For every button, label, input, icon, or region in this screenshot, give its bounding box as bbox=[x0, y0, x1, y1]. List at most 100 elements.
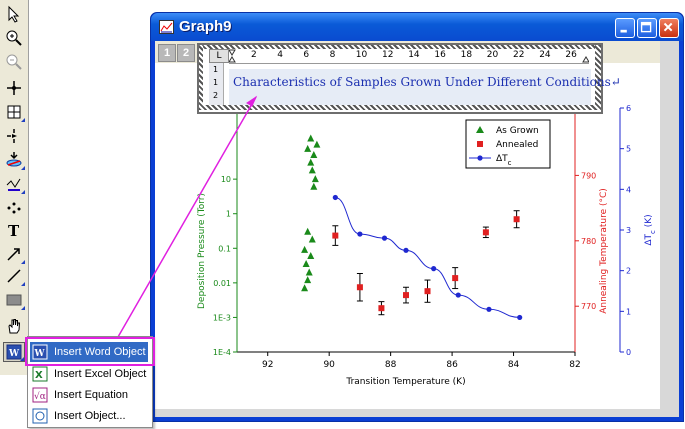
word-object-icon: W bbox=[32, 344, 48, 360]
horizontal-ruler[interactable]: 2 4 6 8 10 12 14 16 18 20 22 24 26 bbox=[229, 49, 589, 64]
left-y-tick-label: 10 bbox=[221, 175, 231, 184]
delta-tc-y-axis-label: ΔTc (K) bbox=[644, 214, 657, 245]
left-y-tick-label: 0.01 bbox=[213, 279, 231, 288]
left-y-axis-label: Deposition Pressure (Torr) bbox=[197, 193, 207, 309]
delta-tc-point bbox=[403, 247, 409, 253]
right-indent-marker[interactable] bbox=[582, 56, 589, 63]
caption-text[interactable]: Characteristics of Samples Grown Under D… bbox=[233, 75, 621, 89]
left-y-tick-label: 1 bbox=[226, 210, 231, 219]
caption-area[interactable]: Characteristics of Samples Grown Under D… bbox=[229, 69, 621, 105]
annealing-y-axis-label: Annealing Temperature (°C) bbox=[599, 188, 609, 314]
legend-entry-label: Annealed bbox=[496, 140, 538, 150]
minimize-button[interactable] bbox=[615, 18, 635, 38]
arrow-icon[interactable] bbox=[3, 244, 25, 264]
annealing-y-tick-label: 770 bbox=[581, 302, 596, 311]
page-margin-bottom bbox=[155, 409, 679, 417]
svg-text:X: X bbox=[35, 370, 43, 381]
menu-item-insert-excel-object[interactable]: X Insert Excel Object bbox=[30, 364, 148, 384]
graph-window-icon bbox=[159, 20, 174, 34]
annealed-point bbox=[332, 232, 339, 239]
layer-tab-1[interactable]: 1 bbox=[158, 44, 176, 62]
menu-item-insert-equation[interactable]: √α Insert Equation bbox=[30, 385, 148, 405]
x-tick-label: 92 bbox=[262, 360, 273, 370]
annealed-point bbox=[513, 216, 520, 223]
data-reader-icon[interactable] bbox=[3, 102, 25, 122]
insert-object-menu: W Insert Word Object X Insert Excel Obje… bbox=[27, 336, 153, 428]
title-bar[interactable]: Graph9 bbox=[151, 13, 683, 41]
maximize-icon bbox=[640, 21, 652, 33]
indent-marker-top[interactable] bbox=[229, 49, 236, 56]
zoom-out-icon[interactable] bbox=[3, 52, 25, 72]
x-tick-label: 86 bbox=[446, 360, 458, 370]
region-icon[interactable] bbox=[3, 198, 25, 218]
as-grown-point bbox=[304, 227, 312, 235]
legend-entry-label: As Grown bbox=[496, 126, 539, 136]
object-border-top[interactable] bbox=[199, 45, 601, 49]
object-border-bottom[interactable] bbox=[199, 105, 601, 110]
delta-tc-y-tick-label: 3 bbox=[626, 226, 631, 235]
minimize-icon bbox=[620, 29, 627, 33]
svg-text:W: W bbox=[8, 349, 20, 359]
delta-tc-y-tick-label: 5 bbox=[626, 145, 631, 154]
ruler-tick-label: 1 bbox=[213, 65, 219, 74]
rectangle-icon[interactable] bbox=[3, 290, 25, 310]
line-icon[interactable] bbox=[3, 266, 25, 286]
screen-reader-icon[interactable] bbox=[3, 78, 25, 98]
delta-tc-point bbox=[455, 292, 461, 298]
delta-tc-y-tick-label: 6 bbox=[626, 104, 631, 113]
as-grown-point bbox=[301, 284, 309, 292]
menu-item-highlight-frame bbox=[25, 337, 155, 366]
ruler-tick-label: 1 bbox=[213, 78, 219, 87]
legend-marker-as-grown bbox=[476, 126, 484, 133]
data-selector-icon[interactable] bbox=[3, 126, 25, 146]
as-grown-point bbox=[311, 175, 319, 183]
ruler-tick-label: 4 bbox=[277, 50, 283, 60]
x-tick-label: 84 bbox=[508, 360, 520, 370]
zoom-in-icon[interactable] bbox=[3, 28, 25, 48]
maximize-button[interactable] bbox=[637, 18, 657, 38]
layer-tab-2[interactable]: 2 bbox=[177, 44, 195, 62]
as-grown-point bbox=[301, 245, 309, 253]
ruler-marks bbox=[229, 49, 589, 63]
ruler-tick-label: 16 bbox=[434, 50, 446, 60]
as-grown-point bbox=[310, 150, 318, 158]
menu-item-insert-object[interactable]: Insert Object... bbox=[30, 406, 148, 426]
as-grown-point bbox=[307, 251, 315, 259]
object-border-right[interactable] bbox=[595, 45, 601, 110]
text-icon[interactable]: T bbox=[3, 220, 25, 240]
delta-tc-point bbox=[431, 266, 437, 272]
menu-item-label: Insert Excel Object bbox=[54, 368, 147, 380]
delta-tc-point bbox=[486, 306, 492, 312]
legend-label-subscript: c bbox=[508, 159, 512, 167]
insert-object-icon[interactable]: W bbox=[3, 342, 25, 362]
close-button[interactable] bbox=[659, 18, 679, 38]
legend-marker-delta-tc bbox=[477, 155, 483, 161]
svg-text:T: T bbox=[8, 222, 20, 239]
annealed-point bbox=[378, 305, 385, 312]
indent-marker-bottom[interactable] bbox=[229, 56, 236, 63]
as-grown-point bbox=[307, 134, 315, 142]
ruler-tick-label: 20 bbox=[486, 50, 499, 60]
ruler-tick-label: 6 bbox=[303, 50, 310, 60]
mask-icon[interactable] bbox=[3, 150, 25, 170]
delta-tc-point bbox=[357, 231, 363, 237]
delta-tc-line bbox=[335, 196, 520, 318]
as-grown-point bbox=[310, 182, 318, 190]
menu-item-label: Insert Object... bbox=[54, 410, 126, 422]
draw-data-icon[interactable] bbox=[3, 174, 25, 194]
hand-icon[interactable] bbox=[3, 316, 25, 336]
delta-tc-label-unit: (K) bbox=[644, 214, 654, 230]
annealed-point bbox=[356, 284, 363, 291]
pointer-icon[interactable] bbox=[3, 4, 25, 24]
as-grown-point bbox=[304, 144, 312, 152]
x-axis-label: Transition Temperature (K) bbox=[345, 377, 465, 387]
equation-icon: √α bbox=[32, 387, 48, 403]
object-border-left[interactable] bbox=[199, 45, 203, 110]
ruler-tick-label: 24 bbox=[539, 50, 551, 60]
menu-item-insert-word-object[interactable]: W Insert Word Object bbox=[30, 342, 148, 362]
ruler-tick-label: 14 bbox=[408, 50, 420, 60]
delta-tc-y-tick-label: 4 bbox=[626, 185, 631, 194]
tab-selector[interactable]: L bbox=[209, 49, 229, 63]
as-grown-point bbox=[313, 140, 321, 148]
